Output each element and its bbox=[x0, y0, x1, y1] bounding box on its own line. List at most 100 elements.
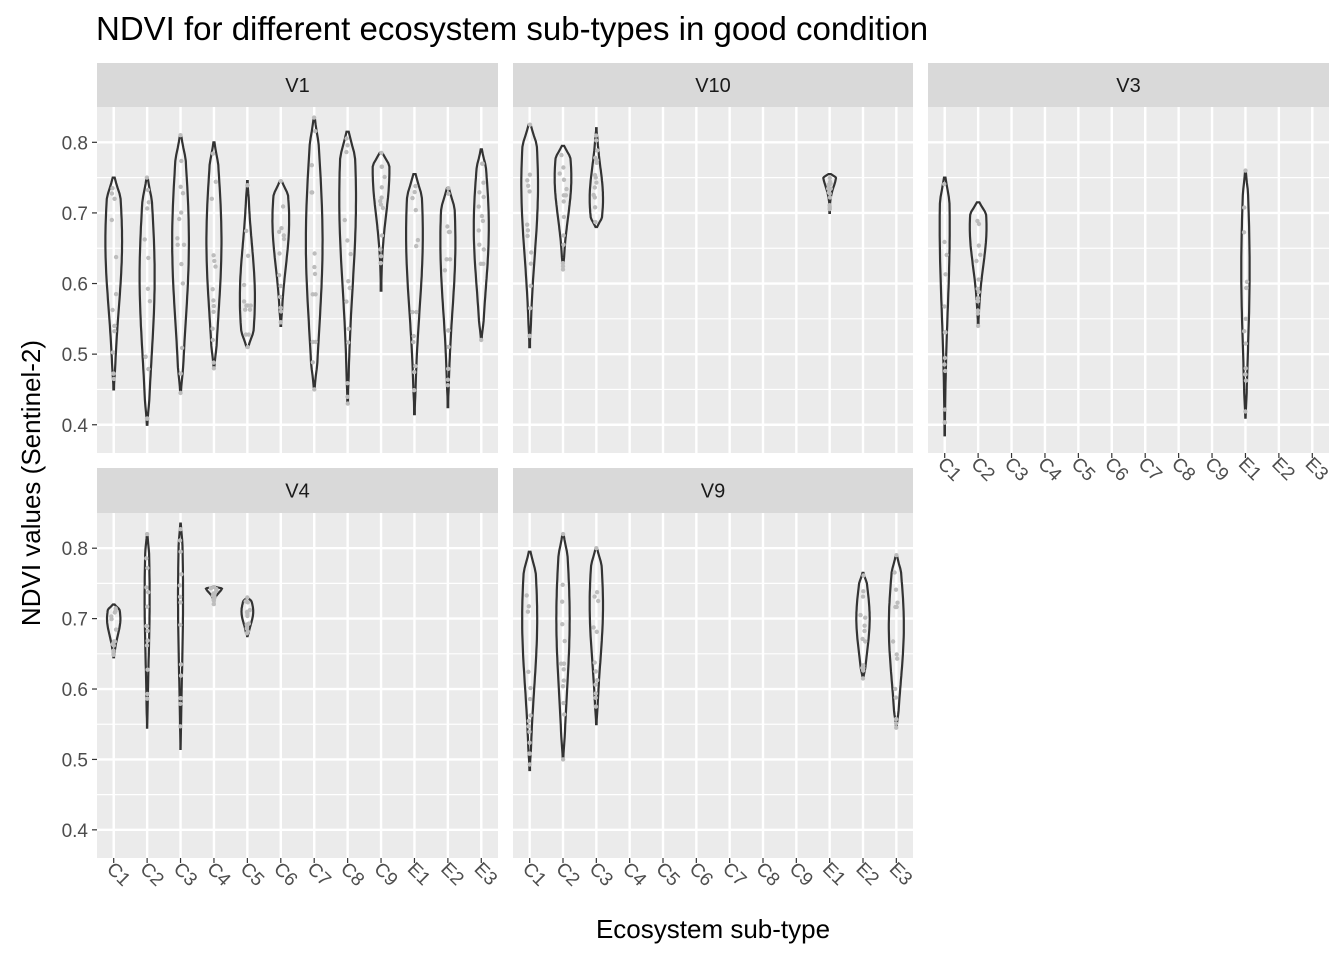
data-point bbox=[942, 420, 947, 425]
data-point bbox=[113, 254, 119, 260]
data-point bbox=[1244, 279, 1250, 284]
data-point bbox=[211, 309, 216, 314]
data-point bbox=[346, 279, 351, 284]
data-point bbox=[560, 582, 565, 587]
y-tick-label: 0.7 bbox=[62, 610, 88, 631]
data-point bbox=[281, 233, 286, 238]
data-point bbox=[893, 686, 898, 692]
strip-label: V9 bbox=[701, 481, 725, 503]
facet-v9: V9 C1 C2 C3 C4 C5 C6 C7 C8 C9 E1 E2 E3 bbox=[513, 468, 916, 891]
x-tick-label-c6: C6 bbox=[269, 859, 301, 891]
data-point bbox=[309, 163, 314, 168]
data-point bbox=[592, 594, 597, 599]
data-point bbox=[561, 199, 566, 204]
data-point bbox=[975, 311, 981, 316]
violin-c2 bbox=[553, 144, 573, 271]
data-point bbox=[277, 251, 282, 256]
data-point bbox=[527, 306, 533, 311]
data-point bbox=[593, 695, 598, 700]
data-point bbox=[248, 303, 253, 308]
data-point bbox=[244, 626, 249, 631]
data-point bbox=[594, 158, 600, 163]
data-point bbox=[525, 233, 530, 239]
data-point bbox=[213, 179, 218, 184]
data-point bbox=[593, 682, 598, 687]
data-point bbox=[210, 287, 215, 292]
data-point bbox=[310, 360, 315, 365]
violin-c1 bbox=[938, 176, 951, 437]
violin-e1 bbox=[822, 173, 838, 214]
data-point bbox=[312, 264, 317, 270]
chart-title: NDVI for different ecosystem sub-types i… bbox=[96, 10, 928, 47]
y-tick-label: 0.5 bbox=[62, 750, 88, 771]
data-point bbox=[178, 184, 183, 189]
violin-e1 bbox=[405, 173, 424, 416]
data-point bbox=[560, 757, 566, 762]
data-point bbox=[344, 299, 349, 304]
data-point bbox=[347, 285, 352, 291]
data-point bbox=[942, 355, 948, 361]
x-tick-label-c9: C9 bbox=[785, 859, 817, 891]
data-point bbox=[179, 572, 184, 577]
data-point bbox=[379, 233, 385, 238]
data-point bbox=[181, 242, 187, 247]
data-point bbox=[975, 286, 980, 291]
data-point bbox=[445, 377, 451, 382]
data-point bbox=[976, 221, 982, 227]
data-point bbox=[446, 344, 451, 350]
data-point bbox=[178, 371, 183, 376]
data-point bbox=[526, 604, 531, 609]
data-point bbox=[528, 283, 533, 289]
data-point bbox=[144, 175, 150, 180]
data-point bbox=[345, 143, 350, 148]
data-point bbox=[179, 345, 185, 351]
x-tick-label-c7: C7 bbox=[1134, 454, 1166, 486]
y-tick-label: 0.7 bbox=[62, 204, 88, 225]
x-tick-label-e2: E2 bbox=[436, 859, 467, 890]
data-point bbox=[561, 233, 566, 238]
data-point bbox=[894, 553, 899, 558]
x-tick-label-c8: C8 bbox=[336, 859, 368, 891]
data-point bbox=[177, 594, 183, 599]
data-point bbox=[111, 371, 116, 376]
data-point bbox=[1242, 329, 1247, 334]
data-point bbox=[445, 383, 450, 388]
data-point bbox=[144, 585, 149, 590]
data-point bbox=[348, 251, 353, 257]
violin-c2 bbox=[968, 201, 988, 327]
y-tick-label: 0.6 bbox=[62, 275, 88, 296]
data-point bbox=[309, 190, 314, 195]
data-point bbox=[145, 691, 150, 697]
data-point bbox=[109, 191, 115, 196]
data-point bbox=[446, 186, 451, 191]
data-point bbox=[415, 237, 421, 243]
data-point bbox=[827, 191, 832, 196]
data-point bbox=[414, 309, 419, 315]
data-point bbox=[594, 590, 600, 595]
data-point bbox=[593, 133, 599, 138]
data-point bbox=[593, 669, 598, 674]
data-point bbox=[145, 604, 150, 609]
data-point bbox=[277, 229, 282, 234]
data-point bbox=[410, 195, 415, 201]
data-point bbox=[446, 366, 451, 371]
data-point bbox=[178, 133, 183, 138]
data-point bbox=[212, 258, 217, 264]
data-point bbox=[560, 264, 566, 269]
data-point bbox=[480, 218, 486, 224]
data-point bbox=[211, 303, 216, 309]
data-point bbox=[895, 600, 900, 605]
x-tick-label-e2: E2 bbox=[851, 859, 882, 890]
data-point bbox=[145, 286, 151, 291]
data-point bbox=[827, 175, 832, 181]
data-point bbox=[476, 204, 481, 209]
violin-c8 bbox=[338, 130, 358, 405]
strip-label: V3 bbox=[1116, 75, 1140, 97]
data-point bbox=[1242, 205, 1247, 210]
data-point bbox=[976, 277, 981, 282]
strip-background bbox=[513, 63, 913, 107]
data-point bbox=[862, 623, 867, 628]
data-point bbox=[594, 546, 599, 551]
data-point bbox=[145, 628, 150, 634]
